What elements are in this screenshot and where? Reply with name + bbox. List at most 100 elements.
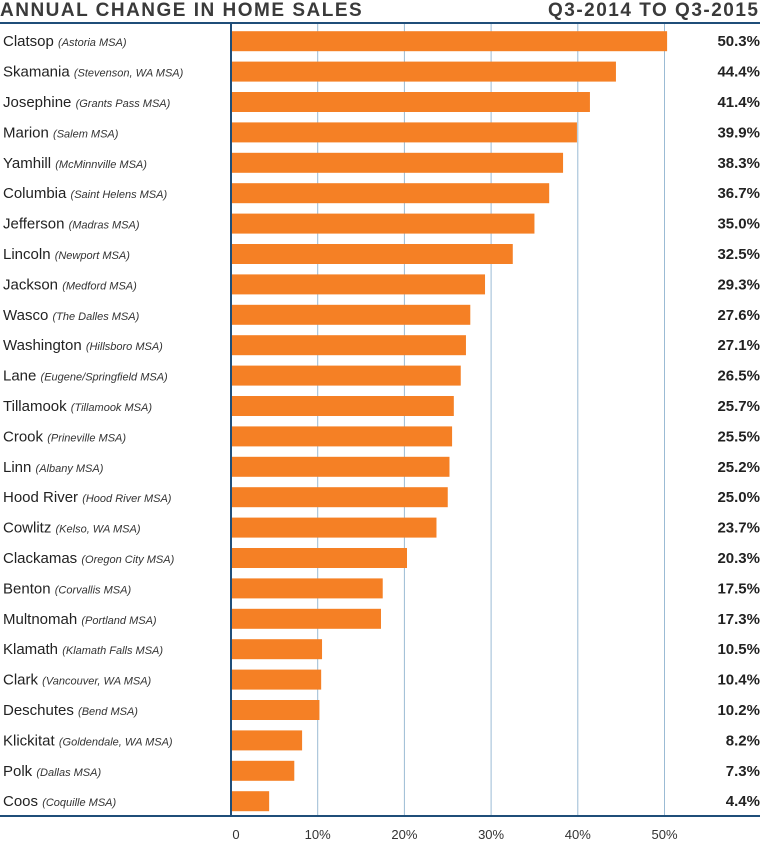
value-label: 4.4% bbox=[726, 793, 760, 810]
chart-title: ANNUAL CHANGE IN HOME SALES bbox=[0, 0, 364, 21]
category-msa: (Stevenson, WA MSA) bbox=[74, 68, 184, 80]
category-msa: (Goldendale, WA MSA) bbox=[59, 736, 173, 748]
category-label: Coos (Coquille MSA) bbox=[3, 793, 116, 810]
bar bbox=[231, 487, 448, 508]
bar bbox=[231, 61, 616, 82]
category-label: Multnomah (Portland MSA) bbox=[3, 611, 157, 628]
category-label: Hood River (Hood River MSA) bbox=[3, 489, 172, 506]
category-msa: (Salem MSA) bbox=[53, 128, 119, 140]
bar bbox=[231, 791, 270, 812]
category-label: Jefferson (Madras MSA) bbox=[3, 216, 140, 233]
bar bbox=[231, 122, 577, 143]
category-msa: (Vancouver, WA MSA) bbox=[42, 676, 151, 688]
category-label: Crook (Prineville MSA) bbox=[3, 428, 126, 445]
x-tick-label: 10% bbox=[305, 827, 331, 842]
category-msa: (Eugene/Springfield MSA) bbox=[41, 372, 169, 384]
category-label: Clatsop (Astoria MSA) bbox=[3, 33, 127, 50]
category-label: Lane (Eugene/Springfield MSA) bbox=[3, 368, 168, 385]
category-msa: (Tillamook MSA) bbox=[71, 402, 153, 414]
bar bbox=[231, 700, 320, 720]
bar bbox=[231, 213, 535, 234]
category-msa: (Bend MSA) bbox=[78, 706, 138, 718]
value-label: 44.4% bbox=[717, 64, 760, 81]
x-tick-label: 40% bbox=[565, 827, 591, 842]
value-label: 25.0% bbox=[717, 489, 760, 506]
category-msa: (Coquille MSA) bbox=[42, 797, 116, 809]
value-label: 25.5% bbox=[717, 428, 760, 445]
category-label: Klickitat (Goldendale, WA MSA) bbox=[3, 732, 173, 749]
category-label: Deschutes (Bend MSA) bbox=[3, 702, 138, 719]
x-tick-label: 30% bbox=[478, 827, 504, 842]
category-msa: (Saint Helens MSA) bbox=[71, 189, 168, 201]
value-label: 20.3% bbox=[717, 550, 760, 567]
bar bbox=[231, 760, 295, 781]
category-msa: (Astoria MSA) bbox=[58, 37, 127, 49]
bar bbox=[231, 152, 564, 173]
category-label: Klamath (Klamath Falls MSA) bbox=[3, 641, 163, 658]
value-label: 29.3% bbox=[717, 276, 760, 293]
bar bbox=[231, 365, 461, 386]
category-label: Tillamook (Tillamook MSA) bbox=[3, 398, 152, 415]
value-label: 10.2% bbox=[717, 702, 760, 719]
category-label: Benton (Corvallis MSA) bbox=[3, 580, 131, 597]
value-label: 27.1% bbox=[717, 337, 760, 354]
category-msa: (Kelso, WA MSA) bbox=[56, 524, 141, 536]
value-label: 27.6% bbox=[717, 307, 760, 324]
chart-period: Q3-2014 TO Q3-2015 bbox=[548, 0, 760, 21]
category-msa: (McMinnville MSA) bbox=[55, 159, 147, 171]
category-msa: (Prineville MSA) bbox=[47, 432, 126, 444]
value-label: 35.0% bbox=[717, 216, 760, 233]
category-label: Clackamas (Oregon City MSA) bbox=[3, 550, 175, 567]
category-msa: (Klamath Falls MSA) bbox=[62, 645, 163, 657]
bar bbox=[231, 244, 513, 264]
value-label: 41.4% bbox=[717, 94, 760, 111]
bar bbox=[231, 517, 437, 538]
category-label: Marion (Salem MSA) bbox=[3, 124, 119, 141]
value-label: 26.5% bbox=[717, 368, 760, 385]
chart-header: ANNUAL CHANGE IN HOME SALES Q3-2014 TO Q… bbox=[0, 0, 760, 22]
x-tick-label: 20% bbox=[391, 827, 417, 842]
category-label: Cowlitz (Kelso, WA MSA) bbox=[3, 520, 141, 537]
bar bbox=[231, 578, 383, 599]
value-label: 23.7% bbox=[717, 520, 760, 537]
category-label: Josephine (Grants Pass MSA) bbox=[3, 94, 171, 111]
bar bbox=[231, 608, 381, 629]
bar bbox=[231, 669, 322, 690]
category-msa: (Grants Pass MSA) bbox=[76, 98, 171, 110]
category-msa: (Corvallis MSA) bbox=[55, 584, 132, 596]
category-msa: (The Dalles MSA) bbox=[52, 311, 139, 323]
value-label: 17.3% bbox=[717, 611, 760, 628]
value-label: 36.7% bbox=[717, 185, 760, 202]
value-label: 50.3% bbox=[717, 33, 760, 50]
category-label: Jackson (Medford MSA) bbox=[3, 276, 137, 293]
category-msa: (Hillsboro MSA) bbox=[86, 341, 163, 353]
value-label: 38.3% bbox=[717, 155, 760, 172]
category-msa: (Medford MSA) bbox=[62, 280, 137, 292]
value-label: 32.5% bbox=[717, 246, 760, 263]
bar bbox=[231, 548, 408, 568]
value-label: 10.5% bbox=[717, 641, 760, 658]
category-label: Lincoln (Newport MSA) bbox=[3, 246, 130, 263]
bar bbox=[231, 274, 486, 295]
category-label: Wasco (The Dalles MSA) bbox=[3, 307, 140, 324]
bar bbox=[231, 396, 454, 416]
category-msa: (Dallas MSA) bbox=[36, 767, 101, 779]
value-label: 10.4% bbox=[717, 672, 760, 689]
bar bbox=[231, 304, 471, 325]
value-label: 7.3% bbox=[726, 763, 760, 780]
category-msa: (Portland MSA) bbox=[81, 615, 157, 627]
x-tick-label: 0 bbox=[232, 827, 239, 842]
category-label: Yamhill (McMinnville MSA) bbox=[3, 155, 147, 172]
bar bbox=[231, 31, 668, 52]
category-msa: (Oregon City MSA) bbox=[81, 554, 174, 566]
bar bbox=[231, 730, 303, 751]
category-label: Linn (Albany MSA) bbox=[3, 459, 104, 476]
value-label: 25.7% bbox=[717, 398, 760, 415]
bar bbox=[231, 92, 590, 112]
category-msa: (Hood River MSA) bbox=[82, 493, 172, 505]
x-tick-label: 50% bbox=[651, 827, 677, 842]
category-msa: (Albany MSA) bbox=[36, 463, 104, 475]
bar bbox=[231, 639, 323, 660]
bar bbox=[231, 426, 453, 447]
